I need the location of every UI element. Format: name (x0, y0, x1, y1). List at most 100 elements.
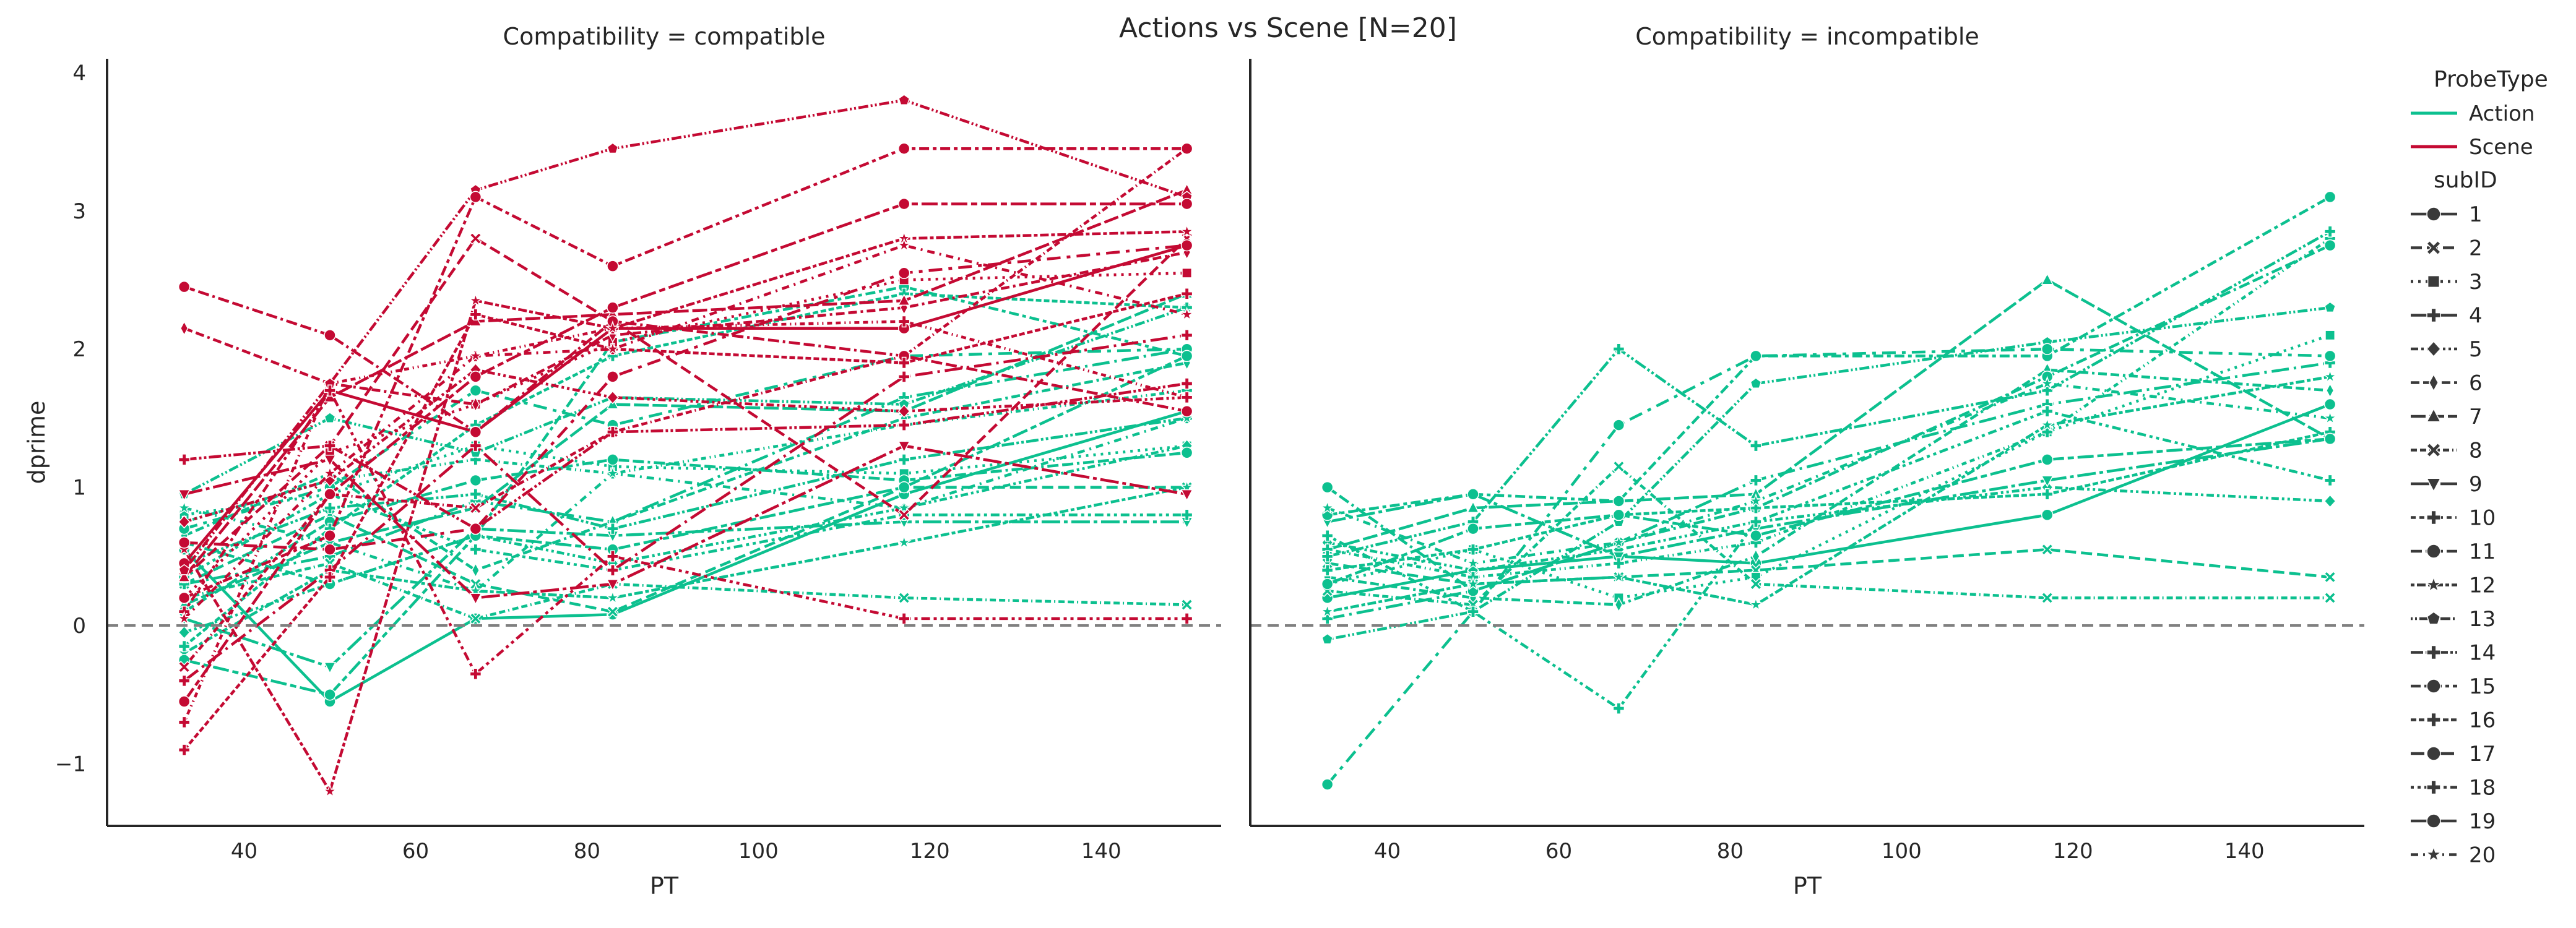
data-point (2039, 376, 2055, 390)
data-point (2323, 350, 2336, 363)
legend-item-sub-9: 9 (2411, 472, 2483, 497)
data-point (2323, 225, 2336, 238)
y-tick-label: −1 (55, 752, 86, 776)
series-line (1326, 410, 2331, 710)
data-point (1180, 142, 1193, 155)
series-line (183, 292, 1188, 751)
data-point (1611, 569, 1627, 584)
x-tick-label: 120 (2053, 839, 2093, 864)
series-scene-sub-20 (176, 237, 1195, 625)
data-point (2323, 432, 2336, 445)
data-point (178, 591, 191, 604)
data-point (897, 356, 910, 369)
series-line (1327, 195, 2331, 517)
legend-label: 8 (2469, 439, 2483, 463)
series-line (183, 147, 1187, 599)
data-point (469, 426, 482, 438)
legend-item-sub-16: 16 (2411, 708, 2496, 733)
data-point (897, 293, 910, 306)
data-point (324, 571, 336, 583)
data-point (1612, 702, 1625, 715)
legend-marker (2426, 780, 2441, 795)
data-point (2324, 301, 2336, 313)
data-point (2323, 398, 2336, 411)
data-point (469, 308, 482, 321)
data-point (324, 329, 336, 342)
x-tick-label: 60 (1545, 839, 1572, 864)
series-line (184, 244, 1187, 551)
series-line (183, 520, 1187, 669)
data-point (2323, 239, 2336, 252)
series-line (1327, 306, 2330, 641)
data-point (897, 440, 910, 453)
data-point (1321, 778, 1334, 791)
series-action-sub-19 (1321, 432, 2336, 590)
data-point (1612, 557, 1625, 570)
data-point (1611, 535, 1627, 549)
legend-label: 7 (2469, 405, 2483, 429)
series-line (183, 416, 1187, 565)
data-point (2041, 272, 2054, 285)
series-line (183, 444, 1188, 634)
data-point (1752, 548, 1760, 564)
data-point (469, 191, 482, 204)
data-point (1612, 495, 1625, 507)
legend-label: 19 (2469, 809, 2496, 834)
x-tick-label: 40 (231, 839, 257, 864)
data-point (468, 293, 483, 307)
legend-marker (2426, 510, 2441, 525)
data-point (607, 142, 619, 154)
data-point (2323, 474, 2336, 487)
series-scene-sub-11 (178, 280, 1193, 438)
x-tick-label: 100 (1882, 839, 1922, 864)
x-tick-label: 60 (402, 839, 429, 864)
data-point (2041, 343, 2054, 355)
data-point (1321, 550, 1334, 563)
legend-item-sub-14: 14 (2411, 641, 2496, 666)
legend-item-sub-19: 19 (2411, 809, 2496, 834)
data-point (469, 502, 482, 515)
legend-label: 17 (2469, 742, 2496, 767)
series-line (1327, 375, 2330, 613)
data-point (1179, 410, 1195, 425)
legend-label: Scene (2469, 135, 2533, 160)
data-point (324, 688, 336, 701)
series-line (183, 389, 1187, 523)
data-point (322, 783, 338, 798)
data-point (2041, 384, 2054, 397)
data-point (1612, 509, 1625, 522)
data-point (1180, 612, 1193, 625)
series-line (184, 416, 1188, 593)
panel-title: Compatibility = incompatible (1635, 23, 1979, 50)
legend-marker (2426, 340, 2442, 358)
data-point (897, 142, 910, 155)
series-scene-sub-9 (178, 440, 1193, 605)
data-point (2325, 382, 2335, 398)
legend-item-sub-17: 17 (2411, 742, 2496, 767)
series-line (183, 347, 1187, 530)
data-point (1466, 576, 1480, 591)
data-point (607, 301, 619, 314)
panel-2: Compatibility = incompatible 40 60 80 100 120… (1249, 23, 2364, 900)
legend-label: 15 (2469, 674, 2496, 699)
data-point (1180, 489, 1193, 502)
x-tick-label: 40 (1374, 839, 1401, 864)
data-point (2041, 543, 2054, 556)
data-point (1612, 460, 1625, 473)
data-point (178, 536, 191, 549)
series-line (1326, 437, 2330, 586)
legend-item-sub-2: 2 (2411, 236, 2483, 261)
data-point (897, 267, 910, 280)
data-point (178, 489, 191, 502)
series-line (184, 382, 1187, 530)
legend-item-sub-5: 5 (2411, 337, 2483, 362)
data-point (469, 488, 482, 501)
data-point (2322, 410, 2338, 425)
data-point (176, 500, 192, 515)
data-point (323, 390, 337, 403)
data-point (897, 371, 910, 383)
data-point (1321, 633, 1334, 645)
series-line (183, 410, 1188, 703)
data-point (471, 397, 480, 412)
